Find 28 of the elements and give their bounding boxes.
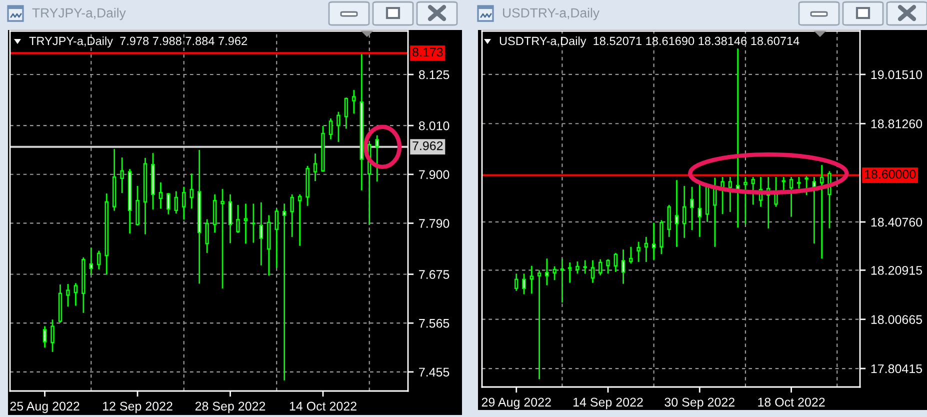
y-tick-label: 17.80415 — [871, 364, 922, 374]
x-tick-label: 14 Sep 2022 — [574, 398, 643, 410]
y-tick-label: 8.010 — [418, 121, 450, 130]
y-tick-label: 18.40760 — [871, 218, 922, 227]
y-tick-label: 7.790 — [419, 219, 450, 228]
x-tick-label: 30 Sep 2022 — [664, 398, 734, 410]
ref-line-label: 18.60000 — [864, 170, 916, 179]
x-tick-label: 29 Aug 2022 — [482, 398, 551, 410]
y-tick-label: 7.900 — [419, 170, 450, 180]
ref-line-label: 7.962 — [412, 141, 443, 150]
y-tick-label: 7.455 — [419, 368, 450, 377]
y-tick-label: 18.81260 — [871, 119, 922, 128]
y-tick-label: 7.565 — [419, 318, 450, 328]
y-tick-label: 8.125 — [418, 70, 450, 80]
ref-line-label: 8.173 — [412, 48, 443, 57]
y-tick-label: 18.20915 — [871, 266, 922, 275]
y-tick-label: 7.675 — [419, 270, 450, 279]
x-tick-label: 25 Aug 2022 — [10, 402, 80, 414]
y-tick-label: 18.00665 — [871, 315, 922, 324]
chart-subtitle: USDTRY-a,Daily 18.52071 18.61690 18.38146 18.60714 — [500, 36, 800, 48]
chart-title: TRYJPY-a,Daily — [32, 8, 126, 20]
x-tick-label: 12 Sep 2022 — [103, 402, 172, 414]
x-tick-label: 28 Sep 2022 — [195, 402, 266, 414]
chart-title: USDTRY-a,Daily — [503, 8, 600, 20]
x-tick-label: 14 Oct 2022 — [290, 402, 356, 411]
x-tick-label: 18 Oct 2022 — [758, 398, 825, 407]
y-tick-label: 19.01510 — [871, 70, 922, 80]
chart-subtitle: TRYJPY-a,Daily 7.978 7.988 7.884 7.962 — [29, 36, 247, 48]
